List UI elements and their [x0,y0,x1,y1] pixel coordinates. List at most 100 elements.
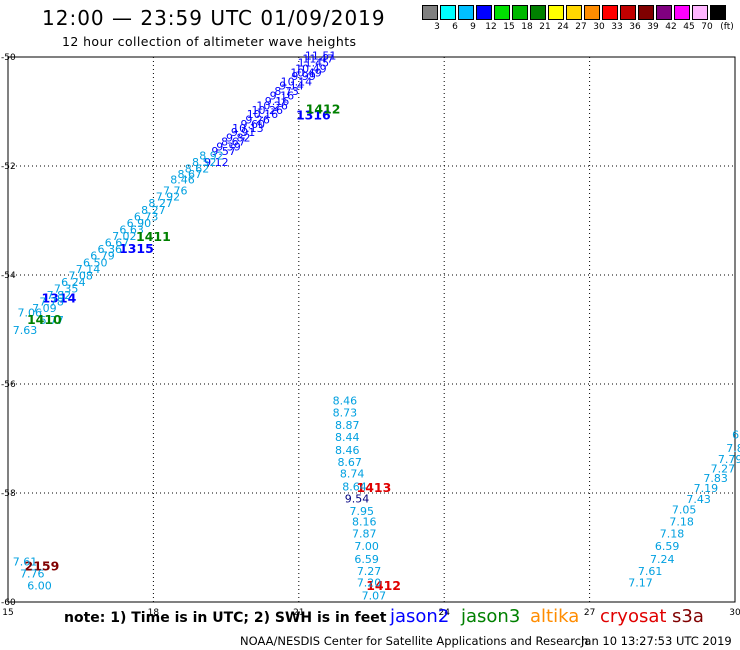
wave-height-label: 7.8 [726,442,740,455]
scale-label: 15 [503,22,515,32]
wave-height-label: 9.99 [291,70,316,83]
scale-swatch [476,5,492,20]
lat-tick-label: -60 [1,598,16,608]
scale-swatch [494,5,510,20]
wave-height-label: 7.76 [163,184,188,197]
wave-height-label: 11.47 [302,52,334,65]
wave-height-label: 7.78 [39,296,64,309]
wave-height-label: 8.73 [274,85,299,98]
scale-swatch [566,5,582,20]
pass-number-label: 1412 [306,102,341,117]
wave-height-label: 9.54 [345,492,370,505]
wave-height-label: 7.18 [669,516,694,529]
wave-height-label: 6.77 [39,314,64,327]
wave-height-label: 8.46 [333,395,358,408]
wave-height-label: 7.83 [703,472,728,485]
scale-label: 33 [611,22,623,32]
wave-height-label: 6.00 [27,579,52,592]
pass-number-label: 1413 [357,480,392,495]
footnote: note: 1) Time is in UTC; 2) SWH is in fe… [64,610,387,626]
wave-height-label: 6.24 [61,276,86,289]
scale-swatch [620,5,636,20]
scale-label: 42 [665,22,677,32]
lat-tick-label: -50 [1,53,16,63]
wave-height-label: 8.16 [352,516,377,529]
wave-height-label: 8.52 [192,156,217,169]
wave-height-label: 9.12 [204,156,229,169]
wave-height-label: 8.92 [199,149,224,162]
wave-height-label: 7.08 [68,269,93,282]
wave-height-label: 7.61 [13,555,38,568]
lon-tick-label: 24 [438,608,450,618]
wave-height-label: 7.02 [112,230,137,243]
wave-height-label: 9.82 [226,131,251,144]
scale-swatch [530,5,546,20]
wave-height-label: 11.45 [298,56,330,69]
scale-swatch [458,5,474,20]
wave-height-label: 9.26 [245,113,270,126]
wave-height-label: 7.14 [76,263,101,276]
pass-number-label: 1410 [27,312,62,327]
pass-number-label: 1316 [296,108,331,123]
wave-height-label: 7.27 [711,462,736,475]
scale-label: 12 [485,22,497,32]
wave-height-label: 9.39 [216,141,241,154]
scale-label: 21 [539,22,551,32]
wave-height-label: 8.64 [342,480,367,493]
credit-line: NOAA/NESDIS Center for Satellite Applica… [240,634,589,648]
map-subtitle: 12 hour collection of altimeter wave hei… [62,34,357,49]
wave-height-label: 10.16 [247,108,279,121]
wave-height-label: 6.59 [655,540,680,553]
wave-height-label: 6. [732,429,740,442]
wave-height-label: 7.09 [32,302,57,315]
scale-unit: (ft) [720,22,734,32]
wave-height-label: 8.67 [178,168,203,181]
wave-height-label: 7.43 [686,493,711,506]
pass-number-label: 1315 [119,241,154,256]
scale-swatch [602,5,618,20]
generation-timestamp: Jan 10 13:27:53 UTC 2019 [581,634,732,648]
scale-label: 9 [470,22,476,32]
wave-height-label: 7.35 [54,282,79,295]
wave-height-label: 8.74 [340,468,365,481]
pass-number-label: 2159 [25,558,60,573]
scale-label: 27 [575,22,587,32]
wave-height-label: 7.76 [20,567,45,580]
wave-height-label: 7.00 [354,540,379,553]
wave-height-label: 8.44 [335,431,360,444]
legend-item-jason2: jason2 [390,606,450,627]
scale-label: 24 [557,22,569,32]
wave-height-label: 9.91 [231,126,256,139]
scale-swatch [656,5,672,20]
wave-height-label: 7.63 [13,324,38,337]
wave-height-label: 7.17 [628,577,653,590]
lon-tick-label: 27 [584,608,595,618]
wave-height-label: 6.50 [83,256,108,269]
legend-item-s3a: s3a [672,606,704,627]
wave-height-label: 10.26 [256,99,288,112]
wave-height-label: 11.51 [305,50,337,63]
scale-swatch [638,5,654,20]
wave-height-label: 7.20 [357,577,382,590]
pass-number-label: 1314 [41,290,76,305]
scale-label: 36 [629,22,641,32]
wave-height-label: 7.87 [352,528,377,541]
wave-height-label: 8.73 [333,407,358,420]
lat-tick-label: -56 [1,380,16,390]
wave-height-label: 6.79 [90,250,115,263]
lon-tick-label: 21 [293,608,304,618]
wave-height-label: 8.46 [335,444,360,457]
map-frame [7,56,736,603]
wave-height-label: 6.90 [127,217,152,230]
pass-number-label: 1411 [136,229,171,244]
wave-height-label: 10.14 [281,75,313,88]
wave-height-label: 10.26 [252,104,284,117]
scale-label: 39 [647,22,659,32]
legend-item-jason3: jason3 [461,606,521,627]
wave-height-label: 8.27 [148,197,173,210]
wave-height-label: 7.06 [18,306,43,319]
wave-height-label: 7.18 [660,528,685,541]
scale-swatch [440,5,456,20]
scale-label: 45 [683,22,695,32]
